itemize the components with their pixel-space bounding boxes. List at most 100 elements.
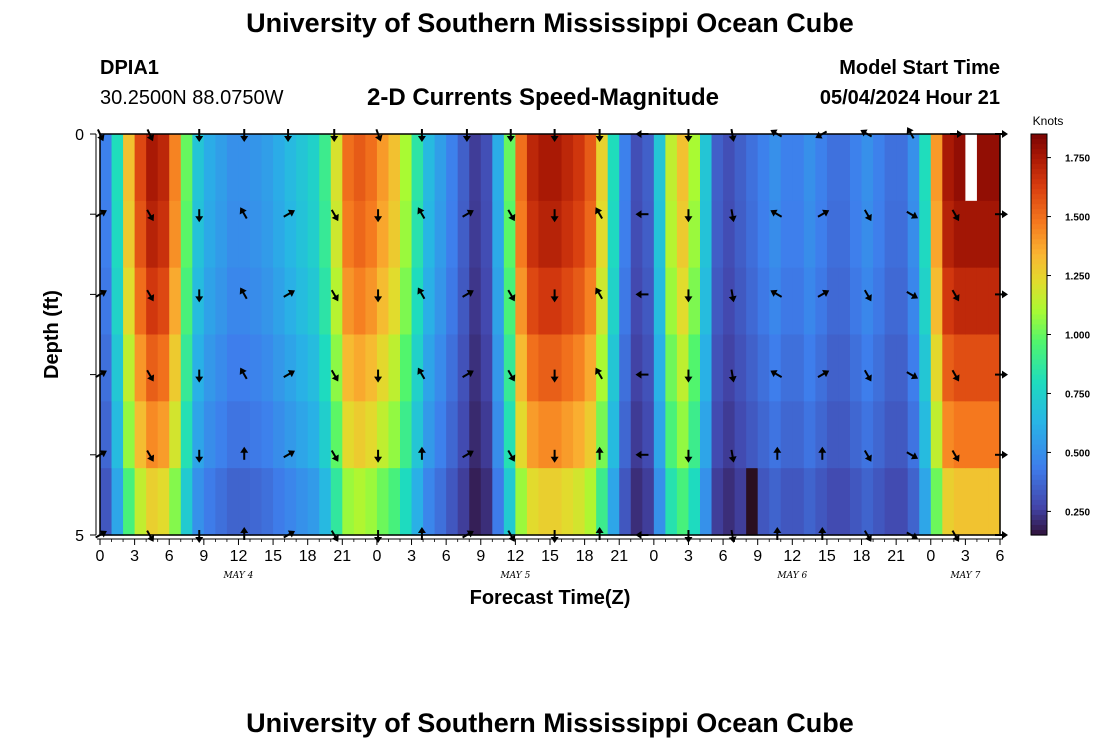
heatmap-cell bbox=[907, 468, 920, 536]
heatmap-cell bbox=[238, 134, 251, 202]
heatmap-cell bbox=[515, 334, 528, 402]
x-tick-label: 15 bbox=[264, 548, 282, 565]
heatmap-cell bbox=[169, 401, 182, 469]
colorbar-segment bbox=[1031, 224, 1047, 230]
colorbar-segment bbox=[1031, 449, 1047, 456]
x-tick-label: 0 bbox=[96, 548, 105, 565]
heatmap-cell bbox=[157, 267, 170, 336]
heatmap-cell bbox=[457, 468, 470, 536]
arrow-head bbox=[195, 296, 204, 303]
heatmap-cell bbox=[169, 267, 182, 336]
y-tick-label: 5 bbox=[75, 528, 84, 545]
heatmap-cell bbox=[226, 401, 240, 469]
colorbar-segment bbox=[1031, 459, 1047, 466]
current-arrow bbox=[817, 370, 830, 378]
heatmap-cell bbox=[780, 134, 793, 202]
heatmap-cell bbox=[838, 334, 851, 402]
colorbar-segment bbox=[1031, 184, 1047, 190]
heatmap-cell bbox=[607, 267, 620, 336]
current-arrow bbox=[635, 210, 649, 219]
heatmap-cell bbox=[526, 134, 540, 202]
heatmap-cell bbox=[826, 401, 840, 469]
current-arrow bbox=[684, 289, 693, 303]
colorbar-segment bbox=[1031, 199, 1047, 205]
heatmap-cell bbox=[273, 334, 286, 402]
heatmap-cell bbox=[861, 468, 874, 536]
arrow-head bbox=[417, 287, 425, 295]
heatmap-cell bbox=[411, 468, 424, 536]
arrow-head bbox=[770, 209, 778, 217]
heatmap-cell bbox=[550, 468, 563, 536]
arrow-head bbox=[550, 456, 559, 463]
colorbar-segment bbox=[1031, 474, 1047, 481]
heatmap-cell bbox=[873, 468, 886, 536]
heatmap-cell bbox=[261, 134, 274, 202]
heatmap-cell bbox=[688, 401, 701, 469]
heatmap-cell bbox=[803, 134, 816, 202]
heatmap-cell bbox=[203, 134, 216, 202]
x-tick-label: 6 bbox=[442, 548, 451, 565]
heatmap-cell bbox=[942, 134, 955, 202]
arrow-head bbox=[330, 136, 339, 142]
current-arrow bbox=[817, 209, 830, 218]
heatmap-cell bbox=[700, 200, 713, 269]
x-tick-label: 21 bbox=[333, 548, 351, 565]
current-arrow bbox=[195, 369, 204, 383]
heatmap-cell bbox=[769, 468, 782, 536]
heatmap-cell bbox=[561, 134, 574, 202]
arrow-head bbox=[910, 291, 919, 299]
heatmap-cell bbox=[988, 200, 1001, 269]
heatmap-cell bbox=[815, 200, 828, 269]
heatmap-cell bbox=[746, 267, 759, 336]
heatmap-cell bbox=[342, 267, 355, 336]
arrow-head bbox=[331, 213, 339, 222]
y-axis: 05 bbox=[75, 127, 97, 545]
heatmap-cell bbox=[584, 200, 597, 269]
heatmap-cell bbox=[307, 334, 320, 402]
heatmap-cell bbox=[365, 334, 378, 402]
arrow-head bbox=[952, 294, 960, 302]
heatmap-cell bbox=[930, 468, 943, 536]
heatmap-cell bbox=[873, 334, 886, 402]
heatmap-cell bbox=[746, 134, 759, 202]
arrow-head bbox=[818, 446, 827, 453]
x-tick-label: 6 bbox=[719, 548, 728, 565]
heatmap-cell bbox=[307, 401, 320, 469]
x-tick-label: 9 bbox=[476, 548, 485, 565]
heatmap-cell bbox=[873, 267, 886, 336]
heatmap-cell bbox=[803, 401, 816, 469]
current-arrow bbox=[330, 289, 339, 302]
arrow-head bbox=[147, 534, 155, 542]
heatmap-cell bbox=[573, 134, 586, 202]
heatmap-cell bbox=[180, 134, 193, 202]
arrow-head bbox=[374, 376, 383, 383]
heatmap-cell bbox=[896, 200, 909, 269]
current-arrow bbox=[951, 449, 960, 462]
current-arrow bbox=[684, 369, 693, 383]
current-arrow bbox=[507, 369, 516, 382]
heatmap-cell bbox=[238, 334, 251, 402]
heatmap-cell bbox=[226, 267, 240, 336]
colorbar-segment bbox=[1031, 339, 1047, 346]
arrow-head bbox=[508, 454, 516, 462]
heatmap-cell bbox=[642, 200, 655, 269]
arrow-head bbox=[906, 127, 914, 135]
heatmap-cell bbox=[319, 468, 332, 536]
heatmap-cell bbox=[388, 267, 401, 336]
arrow-head bbox=[284, 136, 293, 142]
footer-title: University of Southern Mississippi Ocean… bbox=[246, 708, 854, 738]
heatmap-cell bbox=[411, 200, 424, 269]
heatmap-cell bbox=[642, 468, 655, 536]
heatmap-cell bbox=[711, 134, 724, 202]
arrow-head bbox=[864, 294, 872, 302]
date-label: MAY 6 bbox=[776, 571, 807, 581]
heatmap-cell bbox=[573, 334, 586, 402]
current-arrow bbox=[684, 209, 693, 223]
arrow-head bbox=[550, 216, 559, 223]
arrow-head bbox=[239, 207, 247, 215]
heatmap-cell bbox=[123, 401, 136, 469]
heatmap-cell bbox=[988, 468, 1001, 536]
heatmap-cell bbox=[296, 468, 309, 536]
colorbar-segment bbox=[1031, 399, 1047, 406]
y-tick-label: 0 bbox=[75, 127, 84, 144]
